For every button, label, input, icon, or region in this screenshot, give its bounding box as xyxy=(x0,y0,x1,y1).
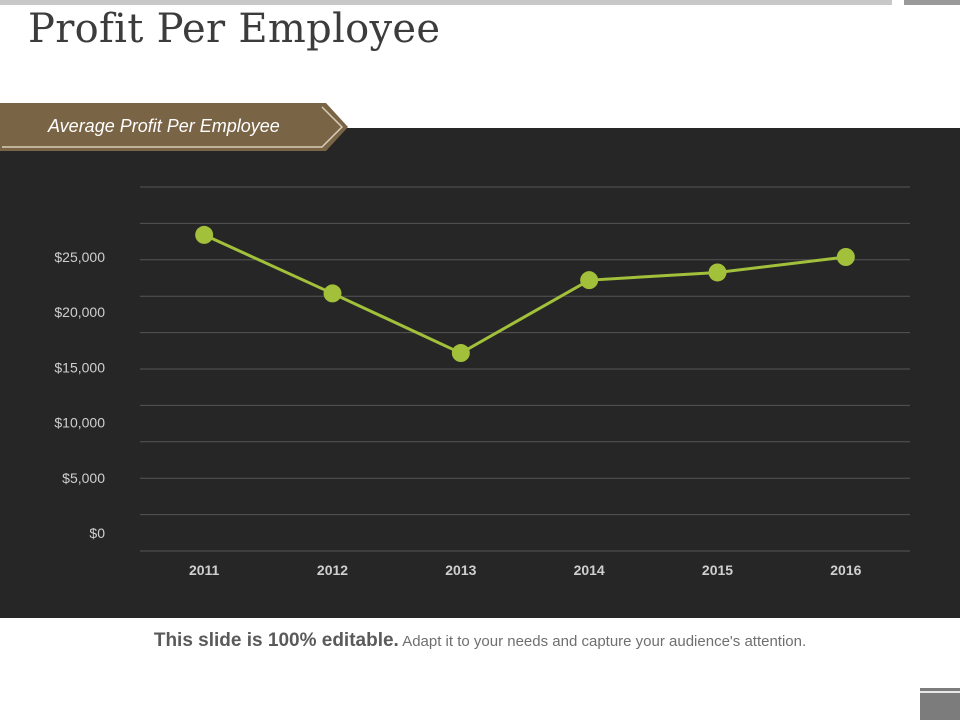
y-tick-label: $5,000 xyxy=(62,470,105,486)
data-point xyxy=(836,248,855,266)
x-tick-label: 2014 xyxy=(574,562,605,578)
y-tick-label: $10,000 xyxy=(54,415,105,431)
y-tick-label: $15,000 xyxy=(54,359,105,375)
top-accent-bar xyxy=(0,0,892,5)
footer-bold-text: This slide is 100% editable. xyxy=(153,630,399,651)
chart-panel xyxy=(0,128,960,618)
chart-title-banner xyxy=(0,103,348,151)
slide-title: Profit Per Employee xyxy=(28,6,441,52)
data-point xyxy=(323,284,342,303)
x-tick-label: 2015 xyxy=(702,562,733,578)
y-tick-label: $20,000 xyxy=(54,304,105,320)
y-tick-label: $0 xyxy=(89,525,105,541)
data-point xyxy=(708,263,727,282)
data-point xyxy=(451,344,470,363)
x-tick-label: 2016 xyxy=(830,562,861,578)
chart-title: Average Profit Per Employee xyxy=(48,116,280,136)
corner-decoration xyxy=(920,688,960,720)
footer-regular-text: Adapt it to your needs and capture your … xyxy=(402,633,807,650)
x-tick-label: 2012 xyxy=(317,562,348,578)
data-point xyxy=(580,271,599,290)
x-tick-label: 2013 xyxy=(445,562,476,578)
footer-caption: This slide is 100% editable. Adapt it to… xyxy=(0,630,960,652)
x-tick-label: 2011 xyxy=(189,562,220,578)
y-tick-label: $25,000 xyxy=(54,249,105,265)
data-point xyxy=(195,225,214,244)
top-accent-bar-short xyxy=(904,0,960,5)
corner-decoration-line xyxy=(920,691,960,693)
series-line xyxy=(203,233,847,355)
